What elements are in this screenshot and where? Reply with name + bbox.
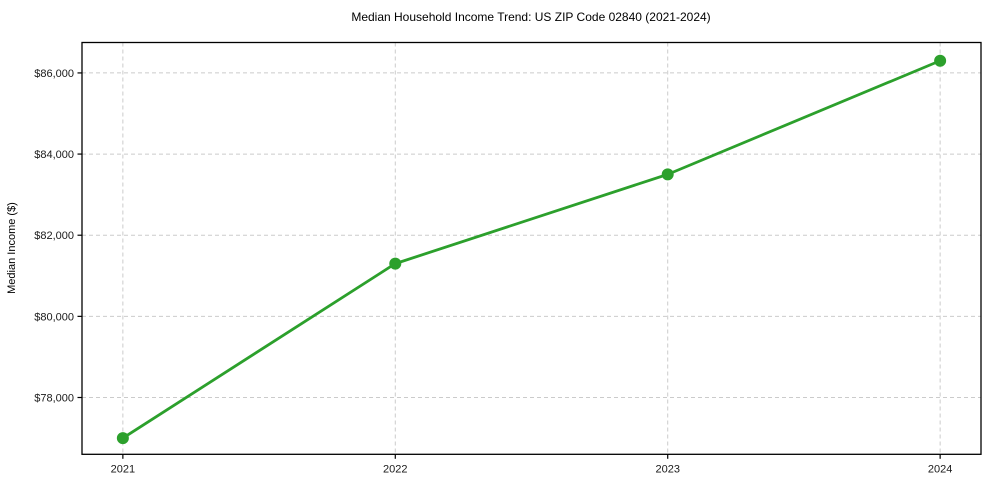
x-tick-label: 2022 xyxy=(383,463,407,475)
data-point-marker xyxy=(661,168,674,181)
y-tick-label: $78,000 xyxy=(34,393,74,405)
plot-area: $78,000 $80,000 $82,000 $84,000 $86,000 2021 2… xyxy=(34,41,982,475)
y-tick-label: $82,000 xyxy=(34,230,74,242)
data-point-marker xyxy=(934,54,947,67)
data-point-marker xyxy=(389,257,402,270)
y-tick-label: $84,000 xyxy=(34,149,74,161)
y-tick-label: $86,000 xyxy=(34,68,74,80)
y-tick-label: $80,000 xyxy=(34,311,74,323)
x-tick-label: 2024 xyxy=(928,463,952,475)
data-point-marker xyxy=(116,432,129,445)
x-tick-label: 2023 xyxy=(655,463,679,475)
y-axis-label: Median Income ($) xyxy=(6,202,18,294)
chart-title: Median Household Income Trend: US ZIP Co… xyxy=(351,10,710,24)
trend-line xyxy=(121,59,942,440)
x-tick-label: 2021 xyxy=(111,463,135,475)
plot-border xyxy=(81,41,982,455)
